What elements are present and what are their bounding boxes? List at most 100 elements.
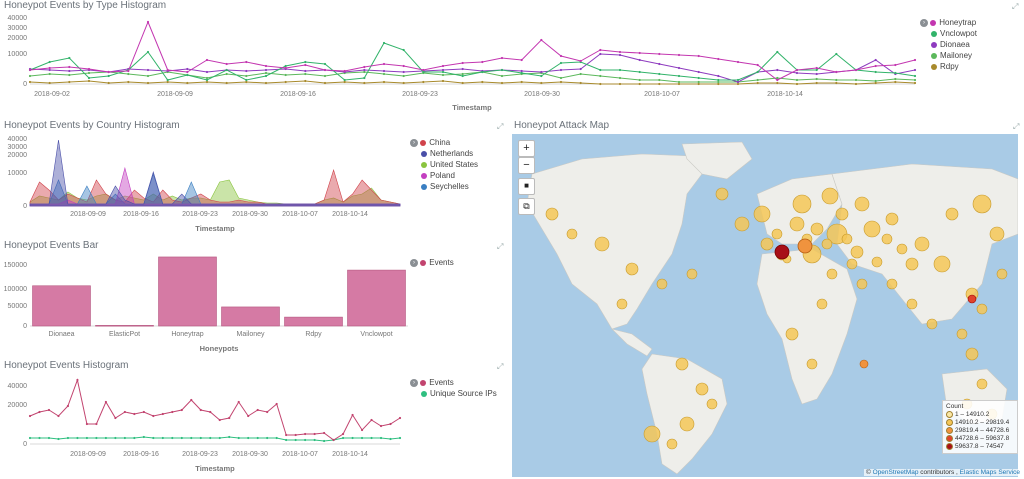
series-point: [854, 78, 858, 82]
legend-item-vnclowpot[interactable]: Vnclowpot: [920, 28, 977, 39]
expand-icon[interactable]: ⤢: [1013, 122, 1020, 131]
series-point: [85, 436, 89, 440]
attack-bubble: [841, 233, 853, 245]
x-tick-label: 2018-09-16: [123, 451, 159, 458]
x-axis-label: Timestamp: [195, 224, 235, 233]
attack-bubble: [846, 258, 858, 270]
map-legend-item: 1 – 14910.2: [946, 411, 1014, 419]
series-point: [599, 68, 602, 72]
attack-bubble: [816, 298, 828, 310]
attack-bubble: [933, 255, 951, 273]
expand-icon[interactable]: ⤢: [1012, 2, 1019, 11]
chevron-icon[interactable]: ›: [410, 258, 418, 267]
series-point: [205, 76, 209, 80]
legend-item-honeytrap[interactable]: › Honeytrap: [920, 17, 977, 28]
legend-item-events[interactable]: › Events: [410, 377, 497, 388]
series-point: [540, 38, 543, 42]
x-tick-label: 2018-09-09: [70, 451, 106, 458]
series-point: [127, 80, 130, 84]
series-point: [225, 81, 228, 85]
series-point: [171, 410, 174, 414]
bar-mailoney: [221, 306, 280, 327]
expand-icon[interactable]: ⤢: [497, 122, 504, 131]
series-point: [146, 68, 150, 72]
chevron-icon[interactable]: ›: [410, 138, 418, 147]
expand-icon[interactable]: ⤢: [497, 362, 504, 371]
series-point: [47, 436, 51, 440]
series-point: [57, 414, 60, 418]
chevron-icon[interactable]: ›: [920, 18, 928, 27]
series-point: [854, 82, 858, 86]
attack-bubble: [792, 194, 812, 214]
legend-item-unique-source-ips[interactable]: Unique Source IPs: [410, 388, 497, 399]
series-point: [38, 410, 41, 414]
legend-label: Vnclowpot: [940, 29, 977, 38]
legend-item-mailoney[interactable]: Mailoney: [920, 50, 977, 61]
attack-bubble: [789, 216, 805, 232]
world-map[interactable]: [512, 134, 1018, 477]
legend-item-poland[interactable]: Poland: [410, 170, 478, 181]
series-point: [370, 436, 373, 440]
series-point: [146, 81, 150, 85]
attack-bubble: [734, 216, 750, 232]
legend-item-china[interactable]: › China: [410, 137, 478, 148]
series-point: [363, 70, 366, 74]
legend-item-netherlands[interactable]: Netherlands: [410, 148, 478, 159]
series-point: [237, 400, 240, 404]
expand-icon[interactable]: ⤢: [497, 242, 504, 251]
series-point: [323, 431, 326, 435]
series-point: [402, 64, 405, 68]
fit-bounds-button[interactable]: ⧉: [518, 198, 535, 215]
attack-bubble-high: [967, 294, 977, 304]
draw-filter-button[interactable]: ■: [518, 178, 535, 195]
attack-bubble: [679, 416, 695, 432]
series-point: [618, 76, 622, 80]
series-point: [717, 78, 720, 82]
series-point: [815, 66, 818, 70]
legend-item-dionaea[interactable]: Dionaea: [920, 39, 977, 50]
series-point: [461, 72, 464, 76]
series-point: [245, 74, 248, 78]
type-histogram-panel: Honeypot Events by Type Histogram ⤢ 4000…: [0, 0, 1024, 116]
attack-bubble-medium: [859, 359, 869, 369]
attribution-mid: contributors ,: [920, 469, 958, 476]
ems-link[interactable]: Elastic Maps Service: [959, 469, 1020, 476]
series-point: [363, 68, 366, 72]
series-point: [382, 41, 386, 45]
series-point: [304, 72, 307, 76]
series-point: [38, 436, 41, 440]
legend-dot: [420, 259, 427, 266]
x-tick-label: 2018-09-23: [182, 451, 218, 458]
legend-item-events[interactable]: › Events: [410, 257, 454, 268]
attack-bubble: [850, 245, 864, 259]
zoom-out-button[interactable]: −: [518, 157, 535, 174]
legend-item-seychelles[interactable]: Seychelles: [410, 181, 478, 192]
series-point: [756, 63, 759, 67]
chevron-icon[interactable]: ›: [410, 378, 418, 387]
attack-bubble: [810, 222, 824, 236]
series-point: [835, 52, 838, 56]
series-point: [343, 78, 346, 82]
series-point: [218, 418, 221, 422]
series-point: [57, 437, 60, 441]
y-tick-label: 0: [23, 323, 27, 330]
series-point: [87, 67, 91, 71]
attack-bubbles: [545, 187, 1008, 450]
series-point: [520, 69, 523, 73]
series-point: [638, 58, 641, 62]
zoom-in-button[interactable]: +: [518, 140, 535, 157]
series-point: [323, 68, 327, 72]
legend-item-united-states[interactable]: United States: [410, 159, 478, 170]
attack-bubble: [976, 303, 988, 315]
series-point: [87, 79, 91, 83]
series-point: [599, 48, 602, 52]
series-point: [461, 67, 464, 71]
series-point: [186, 81, 189, 85]
legend-item-rdpy[interactable]: Rdpy: [920, 61, 977, 72]
series-point: [913, 68, 917, 72]
series-point: [341, 432, 345, 436]
osm-link[interactable]: OpenStreetMap: [872, 469, 919, 476]
series-point: [382, 62, 386, 66]
series-point: [152, 436, 155, 440]
map-legend-item: 59637.8 – 74547: [946, 443, 1014, 451]
